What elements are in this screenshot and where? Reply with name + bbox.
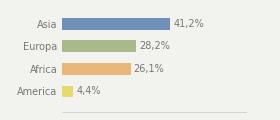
Bar	[62, 40, 136, 52]
Text: 41,2%: 41,2%	[174, 19, 204, 29]
Bar	[62, 18, 170, 30]
Text: 26,1%: 26,1%	[134, 64, 164, 74]
Text: 4,4%: 4,4%	[76, 86, 101, 96]
Bar	[62, 63, 130, 75]
Bar	[62, 86, 73, 97]
Text: 28,2%: 28,2%	[139, 41, 170, 51]
